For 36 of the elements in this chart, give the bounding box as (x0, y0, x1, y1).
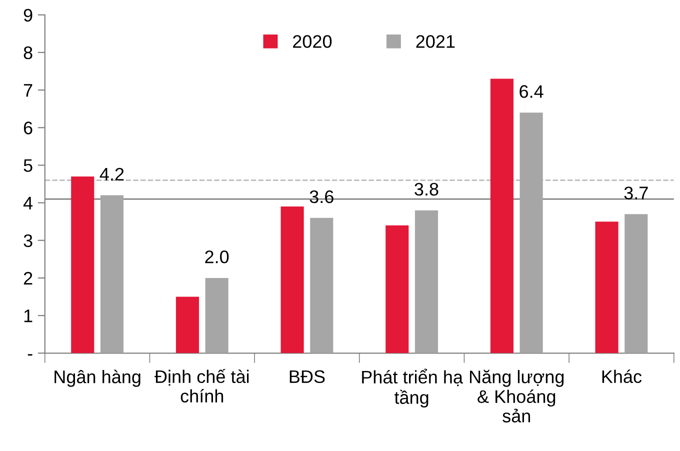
x-tick-label: Khác (602, 370, 642, 384)
legend-label: 2020 (293, 35, 332, 48)
x-tick-label: Phát triển hạ tầng (362, 368, 463, 408)
bar (595, 222, 618, 354)
x-tick-label: Ngân hàng (54, 370, 140, 387)
data-label: 2.0 (205, 250, 229, 264)
data-label: 3.6 (310, 190, 334, 204)
bar (414, 210, 438, 354)
bar (490, 78, 514, 354)
y-tick-label: 9 (24, 8, 32, 22)
y-tick-label: 2 (24, 272, 32, 285)
y-tick-label: 1 (24, 310, 32, 322)
y-tick-label: 7 (24, 84, 32, 97)
x-tick-label: Định chế tài chính (154, 369, 249, 403)
bar (176, 296, 199, 354)
bar (624, 214, 648, 354)
bar (71, 176, 94, 354)
x-tick-label: Năng lượng & Khoáng sản (470, 370, 564, 422)
data-label: 4.2 (100, 168, 124, 180)
bar (280, 206, 304, 354)
data-label: 3.7 (624, 186, 648, 200)
y-tick-label: 5 (24, 159, 32, 172)
data-label: 3.8 (414, 182, 438, 196)
bar (205, 278, 228, 354)
bar (100, 195, 124, 354)
y-tick-label: 3 (24, 234, 32, 248)
bar (520, 112, 543, 354)
bar (310, 218, 334, 354)
y-tick-label: 6 (24, 122, 32, 134)
y-tick-label: 4 (23, 196, 33, 210)
y-tick-label: - (28, 354, 32, 356)
bar (386, 225, 409, 354)
y-tick-label: 8 (24, 46, 32, 60)
data-label: 6.4 (520, 85, 544, 98)
legend-label: 2021 (416, 35, 455, 48)
x-tick-label: BĐS (290, 370, 325, 384)
